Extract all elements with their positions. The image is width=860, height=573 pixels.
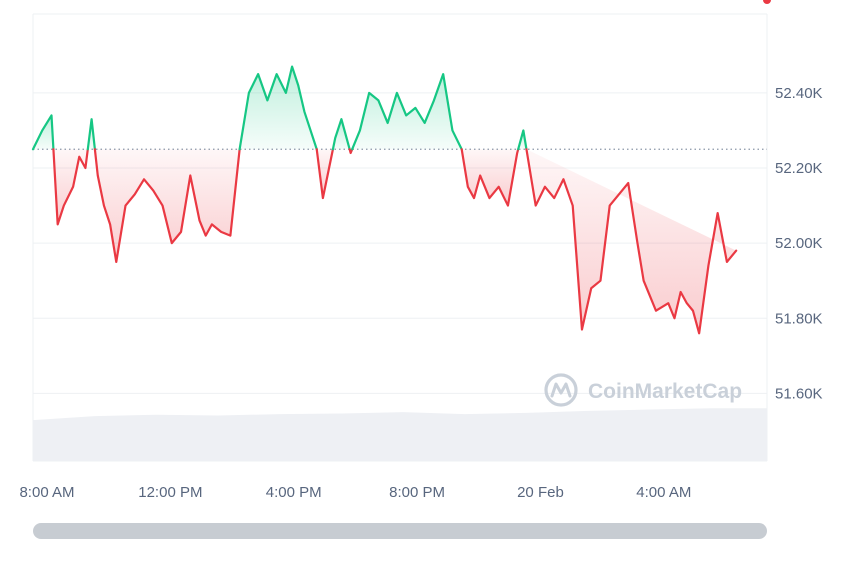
coinmarketcap-watermark: CoinMarketCap xyxy=(544,373,742,407)
price-segment-down xyxy=(460,148,520,207)
price-segment-down xyxy=(348,148,354,155)
x-tick-label: 20 Feb xyxy=(517,484,564,501)
fill-below-baseline xyxy=(53,149,88,225)
x-tick-label: 4:00 AM xyxy=(636,484,691,501)
fill-above-baseline xyxy=(239,66,317,150)
y-tick-label: 51.80K xyxy=(775,310,823,327)
y-axis: 52.40K 52.20K 52.00K 51.80K 51.60K xyxy=(775,85,823,403)
fill-below-baseline xyxy=(316,149,333,199)
coinmarketcap-logo-icon xyxy=(544,373,578,407)
price-segment-up xyxy=(351,73,463,151)
fill-above-baseline xyxy=(352,74,462,150)
price-segment-up xyxy=(86,118,96,151)
y-tick-label: 52.40K xyxy=(775,85,823,102)
volume-area xyxy=(33,408,767,461)
price-segment-up xyxy=(31,114,55,151)
x-tick-label: 8:00 AM xyxy=(19,484,74,501)
price-segment-down xyxy=(93,148,241,264)
price-segment-up xyxy=(238,65,318,151)
timeline-scrollbar[interactable] xyxy=(33,523,767,539)
price-segment-down xyxy=(525,148,738,335)
y-tick-label: 51.60K xyxy=(775,385,823,402)
x-tick-label: 8:00 PM xyxy=(389,484,445,501)
volume-bars xyxy=(33,408,767,461)
y-tick-label: 52.20K xyxy=(775,160,823,177)
fill-above-baseline xyxy=(332,119,350,150)
fill-below-baseline xyxy=(94,149,240,262)
price-segment-up xyxy=(517,129,528,151)
x-axis: 8:00 AM 12:00 PM 4:00 PM 8:00 PM 20 Feb 4:00 … xyxy=(19,484,691,501)
watermark-text: CoinMarketCap xyxy=(588,380,742,403)
price-segment-up xyxy=(331,118,351,151)
current-price-marker[interactable] xyxy=(763,0,771,4)
y-tick-label: 52.00K xyxy=(775,235,823,252)
price-line xyxy=(31,65,738,335)
fill-below-baseline xyxy=(526,149,737,334)
x-tick-label: 4:00 PM xyxy=(266,484,322,501)
price-segment-down xyxy=(315,148,335,200)
x-tick-label: 12:00 PM xyxy=(138,484,202,501)
price-segment-down xyxy=(52,148,89,226)
